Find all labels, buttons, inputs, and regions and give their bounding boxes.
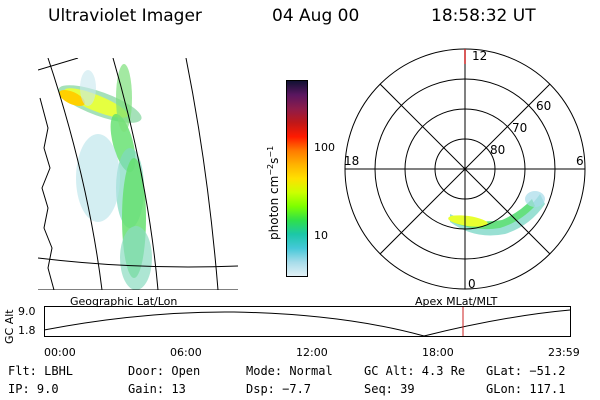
- coastline: [39, 97, 55, 290]
- mlt-label-18: 18: [344, 154, 359, 168]
- mlat-label-60: 60: [536, 99, 551, 113]
- altitude-ylabel: GC Alt: [3, 309, 16, 344]
- instrument-title: Ultraviolet Imager: [48, 6, 202, 26]
- mlt-label-0: 0: [468, 277, 476, 291]
- polar-plot: 12 18 6 0 60 70 80: [344, 48, 586, 291]
- colorbar-tick-10: 10: [314, 229, 328, 242]
- colorbar: [286, 80, 308, 277]
- gc-alt-info: GC Alt: 4.3 Re: [364, 364, 466, 378]
- seq-info: Seq: 39: [364, 382, 415, 396]
- altitude-xtick-1200: 12:00: [296, 346, 328, 359]
- apex-panel-label: Apex MLat/MLT: [415, 295, 498, 308]
- altitude-xtick-2359: 23:59: [548, 346, 580, 359]
- ip-info: IP: 9.0: [8, 382, 59, 396]
- mlat-label-80: 80: [490, 143, 505, 157]
- colorbar-label: photon cm−2s−1: [266, 145, 281, 240]
- altitude-ytick-max: 9.0: [18, 305, 36, 318]
- door-info: Door: Open: [128, 364, 201, 378]
- dsp-info: Dsp: −7.7: [246, 382, 312, 396]
- mlat-label-70: 70: [512, 121, 527, 135]
- glat-info: GLat: −51.2: [486, 364, 566, 378]
- time-label: 18:58:32 UT: [431, 6, 536, 26]
- colorbar-tick-100: 100: [314, 141, 335, 154]
- altitude-xtick-1800: 18:00: [422, 346, 454, 359]
- mlt-label-12: 12: [472, 49, 487, 63]
- geographic-panel-label: Geographic Lat/Lon: [70, 295, 178, 308]
- filter-info: Flt: LBHL: [8, 364, 74, 378]
- altitude-xtick-0000: 00:00: [44, 346, 76, 359]
- altitude-ytick-min: 1.8: [18, 324, 36, 337]
- altitude-plot: [44, 306, 571, 337]
- altitude-curve: [44, 309, 571, 337]
- geographic-map-panel: [38, 58, 238, 290]
- gain-info: Gain: 13: [128, 382, 186, 396]
- glon-info: GLon: 117.1: [486, 382, 566, 396]
- mode-info: Mode: Normal: [246, 364, 333, 378]
- altitude-xtick-0600: 06:00: [170, 346, 202, 359]
- date-label: 04 Aug 00: [272, 6, 360, 26]
- mlt-label-6: 6: [576, 154, 584, 168]
- auroral-emission-geo: [58, 64, 152, 290]
